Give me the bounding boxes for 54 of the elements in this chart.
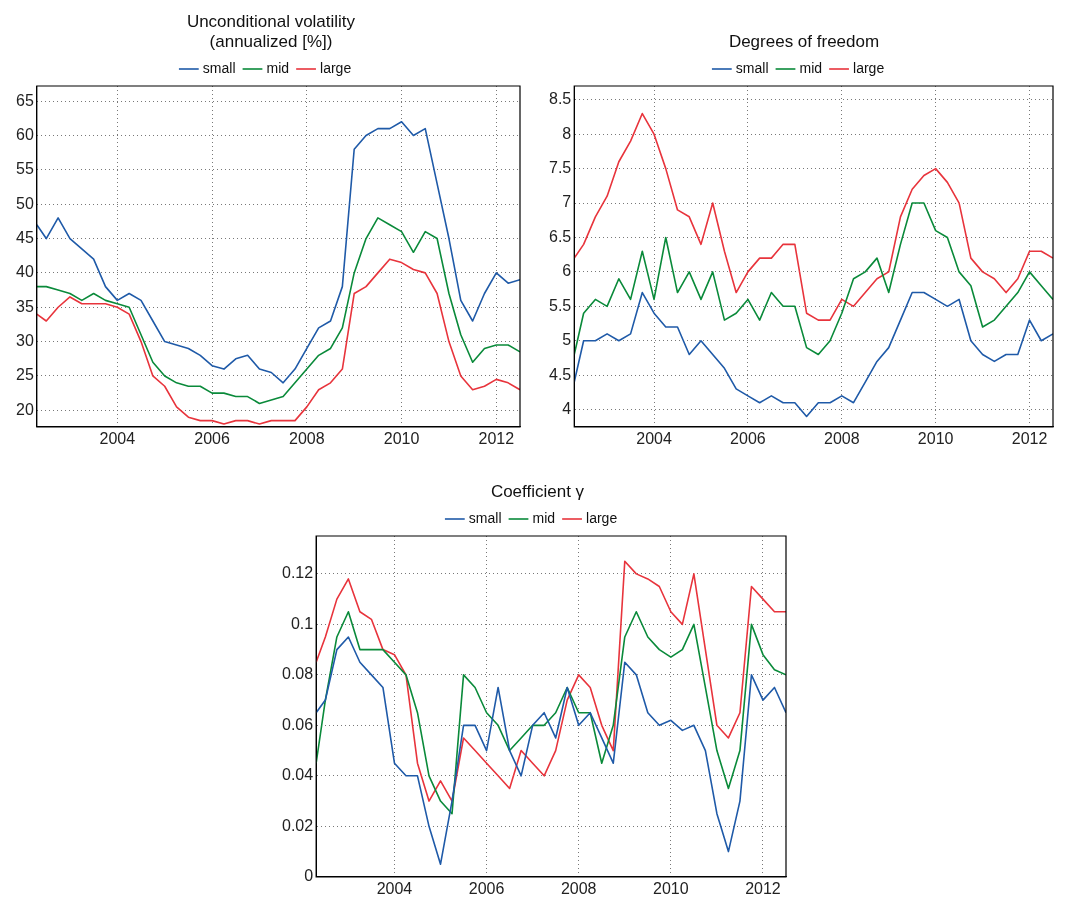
y-tick-label: 6 [561, 262, 571, 280]
y-tick-label: 25 [15, 366, 34, 384]
legend-label: large [319, 59, 351, 76]
y-tick-label: 0.12 [282, 564, 314, 582]
y-tick-label: 0.1 [290, 614, 314, 632]
y-tick-label: 60 [15, 125, 34, 143]
y-tick-label: 8.5 [548, 90, 571, 108]
x-tick-label: 2010 [653, 879, 689, 897]
y-tick-label: 8 [561, 124, 571, 142]
y-tick-label: 0.06 [282, 715, 314, 733]
legend-label: large [586, 509, 618, 526]
y-tick-label: 65 [15, 91, 34, 109]
y-tick-label: 0.04 [282, 766, 314, 784]
chart-title: Coefficient γ [489, 481, 586, 502]
y-tick-label: 5 [561, 331, 571, 349]
legend-label: mid [265, 59, 289, 76]
y-tick-label: 5.5 [548, 296, 571, 314]
x-tick-label: 2008 [560, 879, 597, 897]
y-tick-label: 20 [15, 400, 34, 418]
y-tick-label: 0 [304, 867, 314, 885]
y-tick-label: 6.5 [548, 227, 571, 245]
y-tick-label: 0.02 [282, 816, 314, 834]
y-tick-label: 4 [561, 399, 571, 417]
y-tick-label: 55 [15, 160, 34, 178]
legend-label: large [852, 59, 884, 76]
x-tick-label: 2006 [468, 879, 505, 897]
x-tick-label: 2012 [478, 429, 514, 447]
y-tick-label: 50 [15, 194, 34, 212]
x-tick-label: 2004 [635, 429, 672, 447]
x-tick-label: 2012 [745, 879, 781, 897]
x-tick-label: 2004 [99, 429, 135, 447]
legend-label: small [202, 59, 235, 76]
x-tick-label: 2012 [1011, 429, 1047, 447]
x-tick-label: 2004 [376, 879, 413, 897]
y-tick-label: 7 [561, 193, 571, 211]
chart-title: Unconditional volatility (annualized [%]) [185, 11, 357, 52]
chart-title: Degrees of freedom [727, 31, 881, 52]
legend-label: small [468, 509, 502, 526]
legend-label: mid [532, 509, 556, 526]
x-tick-label: 2010 [383, 429, 419, 447]
x-tick-label: 2010 [917, 429, 954, 447]
y-tick-label: 7.5 [548, 159, 571, 177]
y-tick-label: 4.5 [548, 365, 571, 383]
x-tick-label: 2008 [288, 429, 325, 447]
y-tick-label: 0.08 [282, 665, 314, 683]
x-tick-label: 2006 [729, 429, 766, 447]
legend-label: mid [798, 59, 822, 76]
x-tick-label: 2006 [193, 429, 230, 447]
y-tick-label: 35 [15, 297, 34, 315]
x-tick-label: 2008 [823, 429, 860, 447]
legend-label: small [735, 59, 768, 76]
y-tick-label: 45 [15, 228, 34, 246]
y-tick-label: 30 [15, 332, 34, 350]
y-tick-label: 40 [15, 263, 34, 281]
